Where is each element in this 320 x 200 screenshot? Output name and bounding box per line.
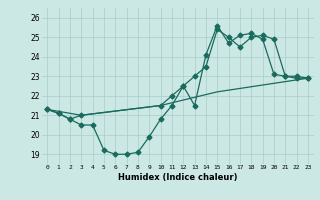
- X-axis label: Humidex (Indice chaleur): Humidex (Indice chaleur): [118, 173, 237, 182]
